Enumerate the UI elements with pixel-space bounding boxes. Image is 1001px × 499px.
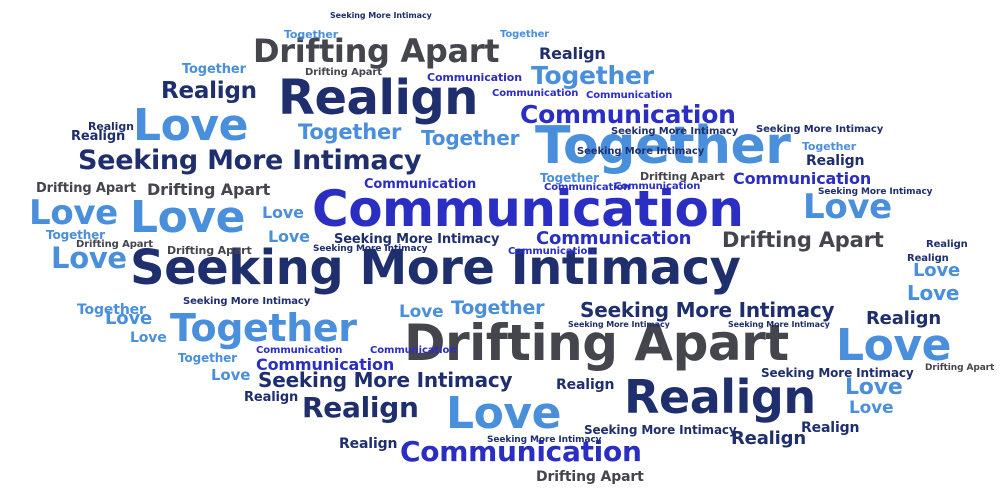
cloud-word: Love (133, 100, 249, 151)
cloud-word: Seeking More Intimacy (313, 244, 428, 254)
cloud-word: Together (421, 126, 520, 150)
cloud-word: Love (268, 227, 310, 246)
cloud-word: Drifting Apart (305, 67, 382, 78)
cloud-word: Seeking More Intimacy (756, 124, 884, 135)
cloud-word: Together (535, 116, 791, 176)
cloud-word: Realign (278, 70, 478, 126)
cloud-word: Love (130, 330, 167, 346)
cloud-word: Love (849, 398, 894, 418)
cloud-word: Realign (806, 153, 865, 169)
cloud-word: Seeking More Intimacy (568, 320, 670, 329)
cloud-word: Love (105, 308, 153, 329)
cloud-word: Together (284, 28, 339, 41)
cloud-word: Realign (244, 390, 299, 405)
cloud-word: Communication (364, 177, 477, 192)
cloud-word: Together (170, 306, 357, 350)
cloud-word: Seeking More Intimacy (130, 240, 741, 296)
cloud-word: Love (803, 187, 892, 227)
cloud-word: Communication (492, 88, 579, 99)
cloud-word: Realign (88, 120, 134, 133)
cloud-word: Realign (161, 78, 257, 104)
cloud-word: Realign (302, 391, 419, 424)
cloud-word: Together (500, 29, 550, 40)
cloud-word: Realign (339, 436, 398, 452)
cloud-word: Drifting Apart (925, 363, 995, 373)
cloud-word: Together (298, 120, 402, 144)
cloud-word: Communication (312, 180, 744, 238)
cloud-word: Drifting Apart (167, 244, 252, 257)
cloud-word: Seeking More Intimacy (818, 187, 933, 197)
cloud-word: Together (46, 228, 105, 242)
cloud-word: Seeking More Intimacy (577, 146, 705, 157)
cloud-word: Communication (536, 228, 692, 249)
cloud-word: Communication (586, 90, 673, 101)
cloud-word: Drifting Apart (253, 32, 500, 70)
cloud-word: Love (29, 193, 118, 233)
cloud-word: Drifting Apart (76, 239, 153, 250)
cloud-word: Realign (926, 239, 968, 250)
cloud-word: Together (802, 140, 857, 153)
cloud-word: Seeking More Intimacy (334, 232, 500, 247)
cloud-word: Love (845, 375, 903, 400)
cloud-word: Love (51, 241, 127, 275)
cloud-word: Love (399, 302, 444, 322)
cloud-word: Realign (539, 44, 606, 63)
cloud-word: Together (451, 297, 545, 319)
cloud-word: Seeking More Intimacy (761, 366, 914, 380)
cloud-word: Realign (801, 420, 860, 436)
cloud-word: Seeking More Intimacy (258, 368, 513, 392)
cloud-word: Drifting Apart (722, 228, 884, 252)
cloud-word: Love (130, 192, 246, 243)
cloud-word: Realign (556, 377, 615, 393)
cloud-word: Seeking More Intimacy (183, 296, 311, 307)
cloud-word: Love (907, 281, 960, 305)
cloud-word: Love (836, 320, 952, 371)
cloud-word: Seeking More Intimacy (78, 145, 422, 176)
cloud-word: Seeking More Intimacy (611, 126, 739, 137)
cloud-word: Love (211, 366, 251, 384)
cloud-word: Together (77, 302, 146, 318)
cloud-word: Together (531, 61, 654, 90)
cloud-word: Seeking More Intimacy (584, 423, 737, 437)
cloud-word: Communication (508, 246, 595, 257)
cloud-word: Communication (733, 169, 872, 188)
cloud-word: Together (178, 351, 237, 365)
cloud-word: Seeking More Intimacy (728, 320, 830, 329)
cloud-word: Communication (370, 345, 457, 356)
cloud-word: Realign (624, 370, 816, 424)
cloud-word: Communication (614, 181, 701, 192)
cloud-word: Seeking More Intimacy (487, 435, 602, 445)
cloud-word: Communication (400, 435, 642, 468)
cloud-word: Realign (866, 308, 941, 329)
cloud-word: Communication (520, 100, 736, 129)
cloud-word: Communication (544, 182, 631, 193)
cloud-word: Drifting Apart (36, 181, 137, 196)
cloud-word: Love (913, 260, 961, 281)
cloud-word: Drifting Apart (404, 314, 789, 372)
cloud-word: Love (262, 203, 304, 222)
cloud-word: Communication (256, 345, 343, 356)
cloud-word: Seeking More Intimacy (580, 298, 835, 322)
cloud-word: Seeking More Intimacy (330, 11, 432, 20)
cloud-word: Love (446, 388, 562, 439)
cloud-word: Realign (71, 129, 126, 144)
cloud-word: Communication (256, 355, 395, 374)
cloud-word: Drifting Apart (536, 469, 644, 485)
cloud-word: Realign (907, 253, 949, 264)
cloud-word: Drifting Apart (147, 180, 271, 199)
cloud-word: Drifting Apart (640, 170, 725, 183)
cloud-word: Communication (427, 71, 522, 84)
cloud-word: Realign (731, 428, 806, 449)
cloud-word: Together (540, 171, 599, 185)
cloud-word: Together (182, 62, 246, 77)
